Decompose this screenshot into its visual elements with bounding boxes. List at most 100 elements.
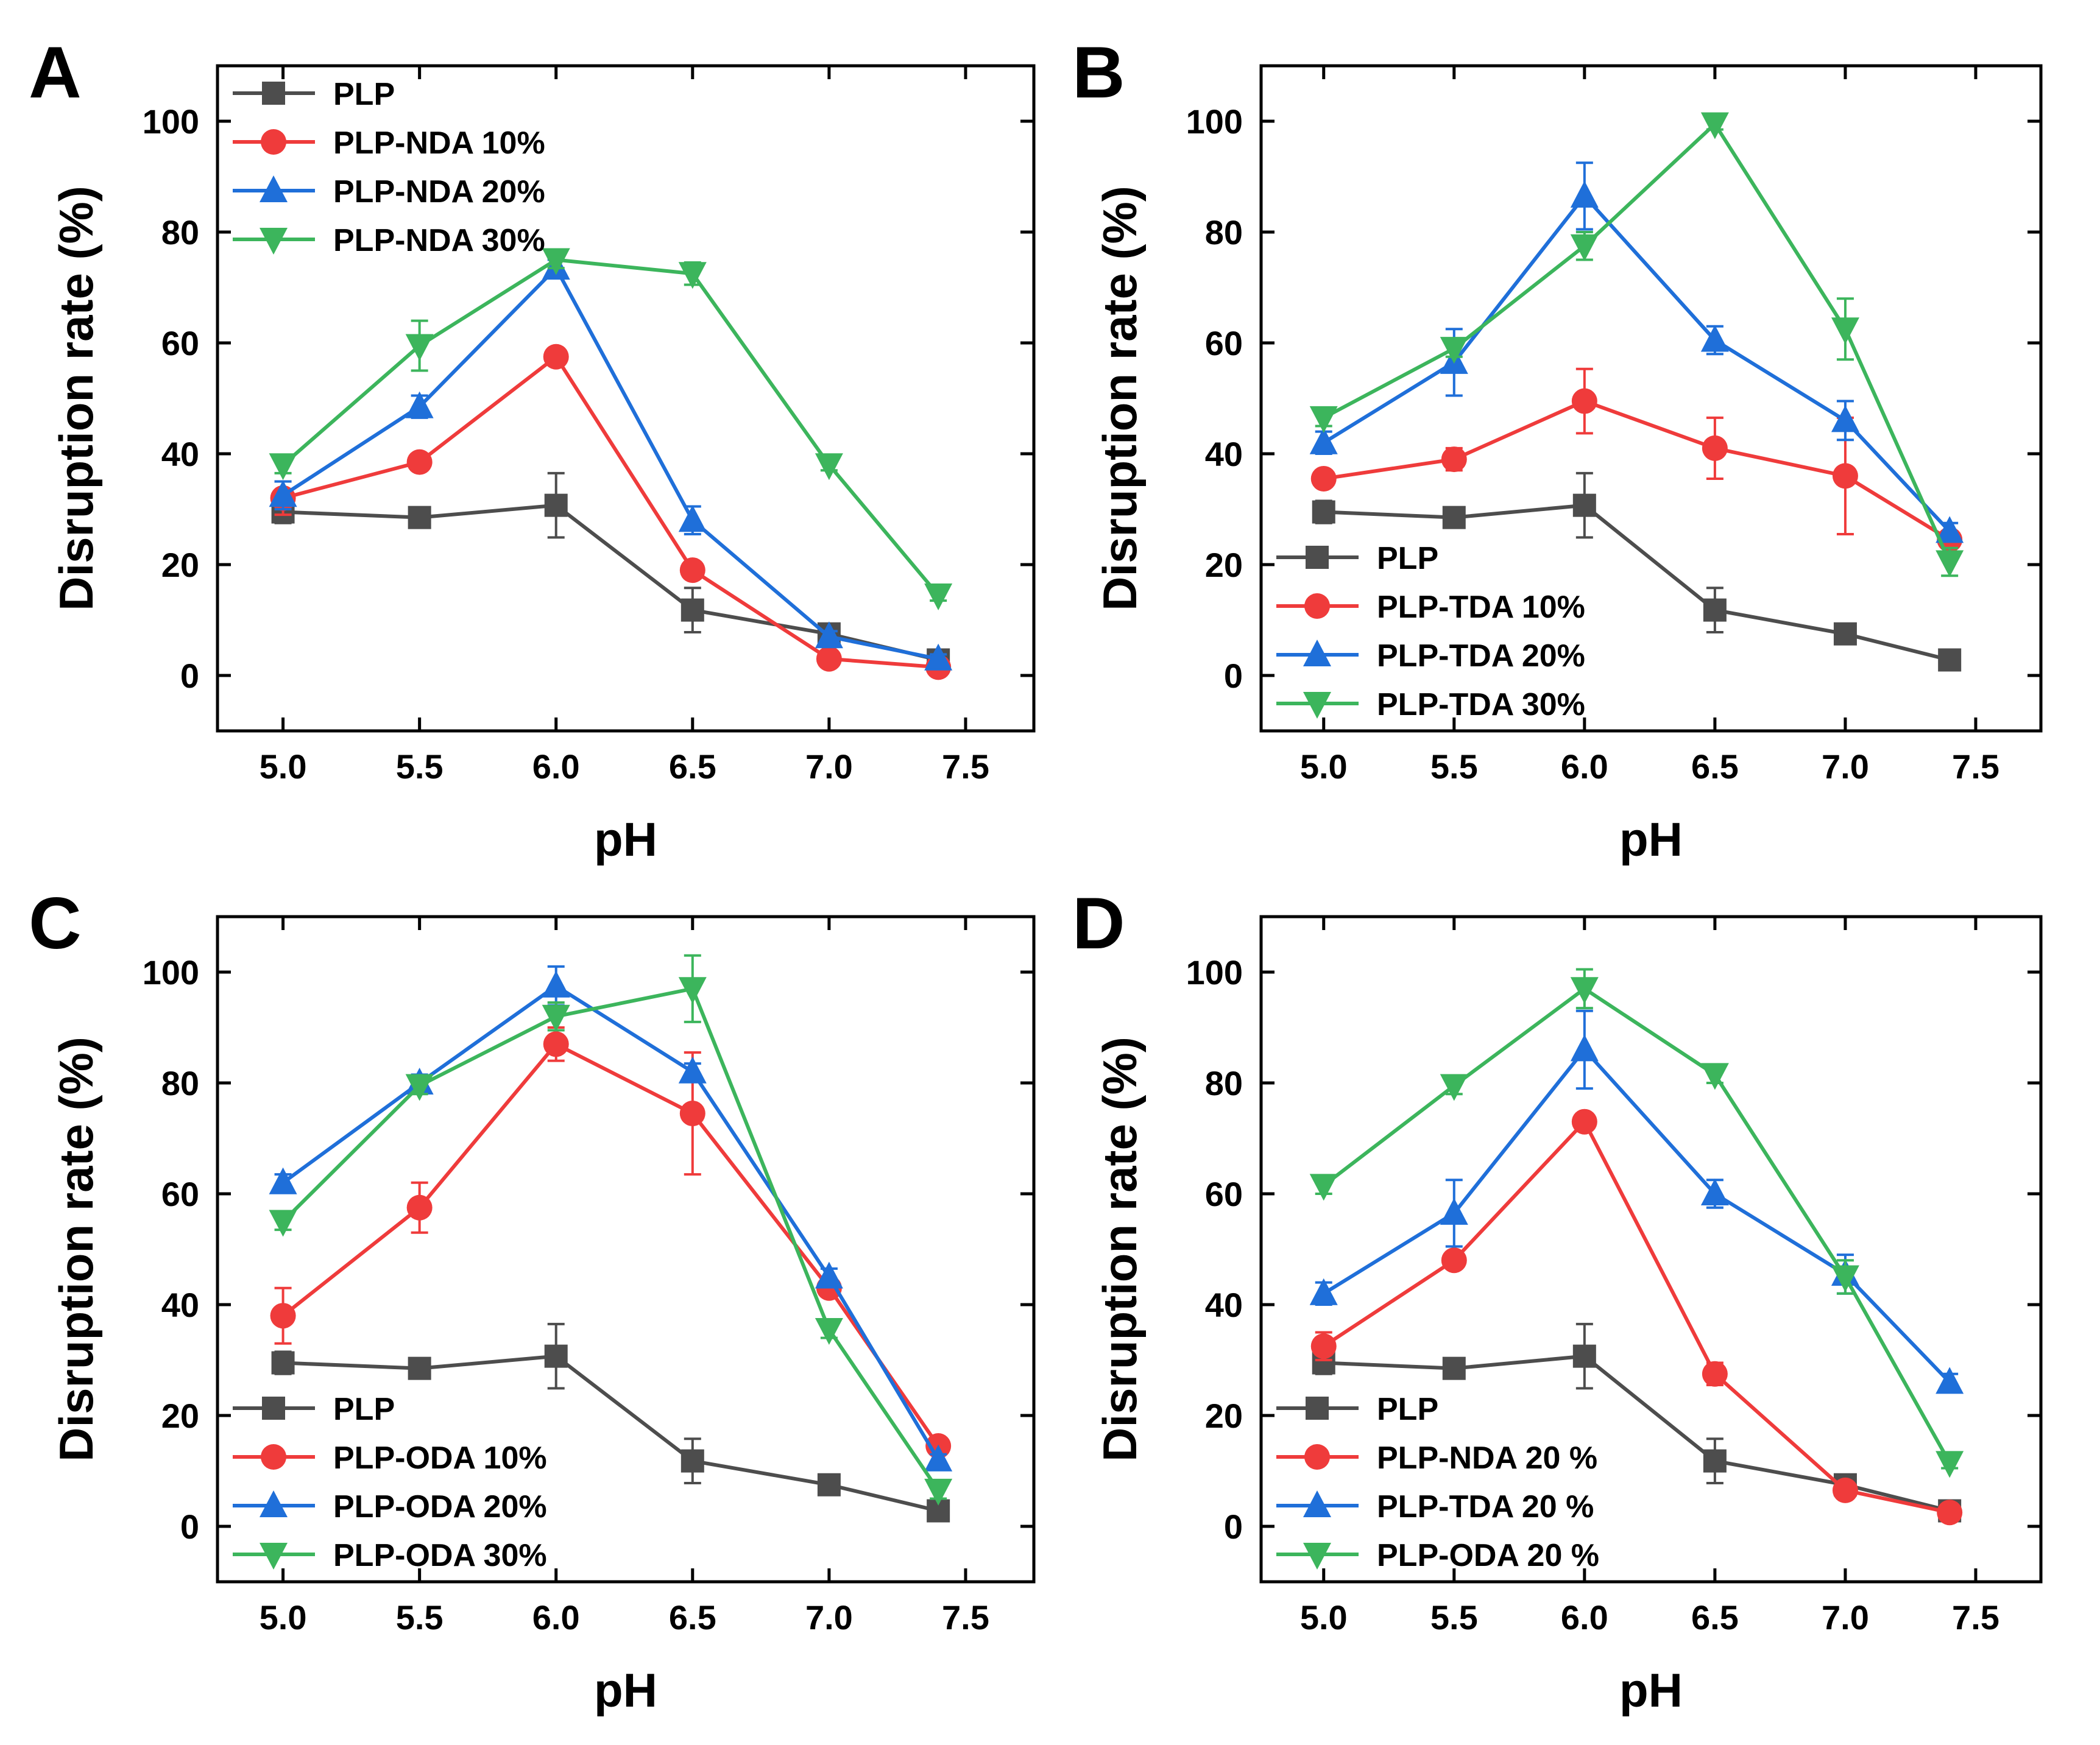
- x-tick-label: 7.5: [942, 747, 989, 786]
- data-point: [1833, 622, 1857, 646]
- legend-marker: [1306, 1397, 1329, 1420]
- data-point: [1570, 234, 1599, 261]
- data-point: [270, 1303, 296, 1329]
- x-tick-label: 5.0: [1300, 1598, 1348, 1637]
- data-point: [1832, 463, 1858, 489]
- y-tick-label: 80: [1205, 1064, 1243, 1102]
- series-line: [283, 1354, 939, 1513]
- data-point: [1938, 648, 1962, 672]
- x-tick-label: 5.5: [396, 1598, 444, 1637]
- legend-entry: PLP: [233, 1392, 395, 1427]
- data-point: [544, 493, 568, 517]
- x-tick-label: 7.5: [942, 1598, 989, 1637]
- y-tick-label: 0: [180, 1507, 199, 1546]
- x-tick-label: 5.0: [260, 1598, 307, 1637]
- plot-frame: [216, 64, 1036, 733]
- series-0: [271, 1322, 950, 1523]
- legend-entry: PLP-TDA 30%: [1276, 687, 1585, 722]
- data-point: [1831, 1265, 1859, 1292]
- legend-marker: [260, 1490, 288, 1517]
- series-2: [269, 965, 953, 1472]
- y-tick-label: 0: [1224, 657, 1243, 695]
- data-point: [1440, 337, 1468, 364]
- y-tick-label: 80: [161, 1064, 199, 1102]
- legend-marker: [262, 82, 285, 105]
- data-point: [543, 344, 569, 370]
- x-axis-title: pH: [1619, 813, 1683, 866]
- data-point: [817, 1473, 841, 1496]
- y-tick-label: 60: [161, 1175, 199, 1213]
- data-point: [1936, 550, 1964, 577]
- series-1: [1310, 367, 1963, 553]
- data-point: [1831, 317, 1859, 345]
- legend-entry: PLP: [1276, 541, 1438, 576]
- x-tick-label: 6.5: [669, 1598, 716, 1637]
- y-tick-label: 40: [1205, 1286, 1243, 1324]
- y-axis-title: Disruption rate (%): [1093, 1037, 1147, 1462]
- legend: PLP PLP-NDA 10% PLP-NDA 20% PLP-NDA 30%: [233, 77, 545, 258]
- data-point: [1312, 500, 1335, 524]
- legend-marker: [260, 175, 288, 202]
- data-point: [678, 1056, 707, 1084]
- legend: PLP PLP-NDA 20 % PLP-TDA 20 % PLP-ODA 20 %: [1276, 1392, 1599, 1573]
- legend-label: PLP-NDA 30%: [333, 223, 545, 258]
- legend-marker: [260, 1543, 288, 1570]
- series-3: [1309, 968, 1964, 1478]
- y-tick-label: 80: [161, 213, 199, 252]
- panel-c: C 5.0 5.5 6.0 6.5 7.0 7.5 0 20 40 60 80 100 pH Disrupt…: [29, 883, 1036, 1717]
- data-point: [1571, 388, 1597, 414]
- series-line: [1323, 1354, 1950, 1513]
- x-tick-label: 5.5: [1430, 747, 1478, 786]
- legend-marker: [1303, 1543, 1331, 1570]
- legend-marker: [261, 129, 286, 155]
- legend-label: PLP-NDA 10%: [333, 125, 545, 161]
- data-point: [1937, 1500, 1963, 1526]
- legend-marker: [1304, 593, 1330, 619]
- series-line: [281, 984, 940, 1461]
- data-point: [816, 646, 842, 672]
- plot-frame: [1259, 64, 2043, 733]
- legend-entry: PLP-NDA 10%: [233, 125, 545, 161]
- data-point: [1703, 598, 1727, 622]
- data-point: [405, 391, 434, 418]
- panel-a: A 5.0 5.5 6.0 6.5 7.0 7.5 0 20 40 60 80 100 pH Disrupt…: [29, 32, 1036, 866]
- data-point: [1700, 112, 1729, 139]
- data-point: [678, 262, 707, 289]
- data-point: [269, 1210, 297, 1237]
- panel-d: D 5.0 5.5 6.0 6.5 7.0 7.5 0 20 40 60 80 100 pH Disrupt…: [1072, 883, 2043, 1717]
- legend-label: PLP-TDA 10%: [1377, 590, 1585, 625]
- data-point: [815, 1317, 843, 1345]
- x-tick-label: 6.5: [1691, 1598, 1739, 1637]
- data-point: [542, 248, 570, 275]
- data-point: [1936, 1367, 1964, 1394]
- series-line: [1323, 1048, 1951, 1384]
- y-tick-label: 60: [1205, 1175, 1243, 1213]
- x-tick-label: 6.0: [1561, 747, 1608, 786]
- legend-marker: [1303, 1490, 1331, 1517]
- data-point: [1702, 1361, 1728, 1387]
- data-point: [1570, 180, 1599, 208]
- data-point: [924, 1444, 953, 1472]
- data-point: [269, 1167, 297, 1194]
- legend-entry: PLP-ODA 30%: [233, 1538, 547, 1573]
- series-2: [269, 253, 953, 671]
- legend-entry: PLP: [1276, 1392, 1438, 1427]
- data-point: [1309, 1278, 1338, 1305]
- series-line: [1323, 122, 1951, 563]
- x-tick-label: 6.5: [669, 747, 716, 786]
- x-tick-label: 5.0: [1300, 747, 1348, 786]
- data-point: [1310, 1333, 1337, 1359]
- y-tick-label: 0: [1224, 1507, 1243, 1546]
- data-point: [1309, 406, 1338, 433]
- data-point: [1440, 1197, 1468, 1225]
- legend: PLP PLP-ODA 10% PLP-ODA 20% PLP-ODA 30%: [233, 1392, 547, 1573]
- series-3: [1309, 112, 1964, 577]
- data-point: [1441, 1247, 1467, 1274]
- x-axis-title: pH: [594, 813, 657, 866]
- x-tick-label: 7.5: [1952, 1598, 1999, 1637]
- x-tick-label: 7.0: [805, 1598, 853, 1637]
- series-0: [1312, 471, 1962, 672]
- legend-entry: PLP-ODA 20%: [233, 1489, 547, 1525]
- data-point: [1441, 446, 1467, 473]
